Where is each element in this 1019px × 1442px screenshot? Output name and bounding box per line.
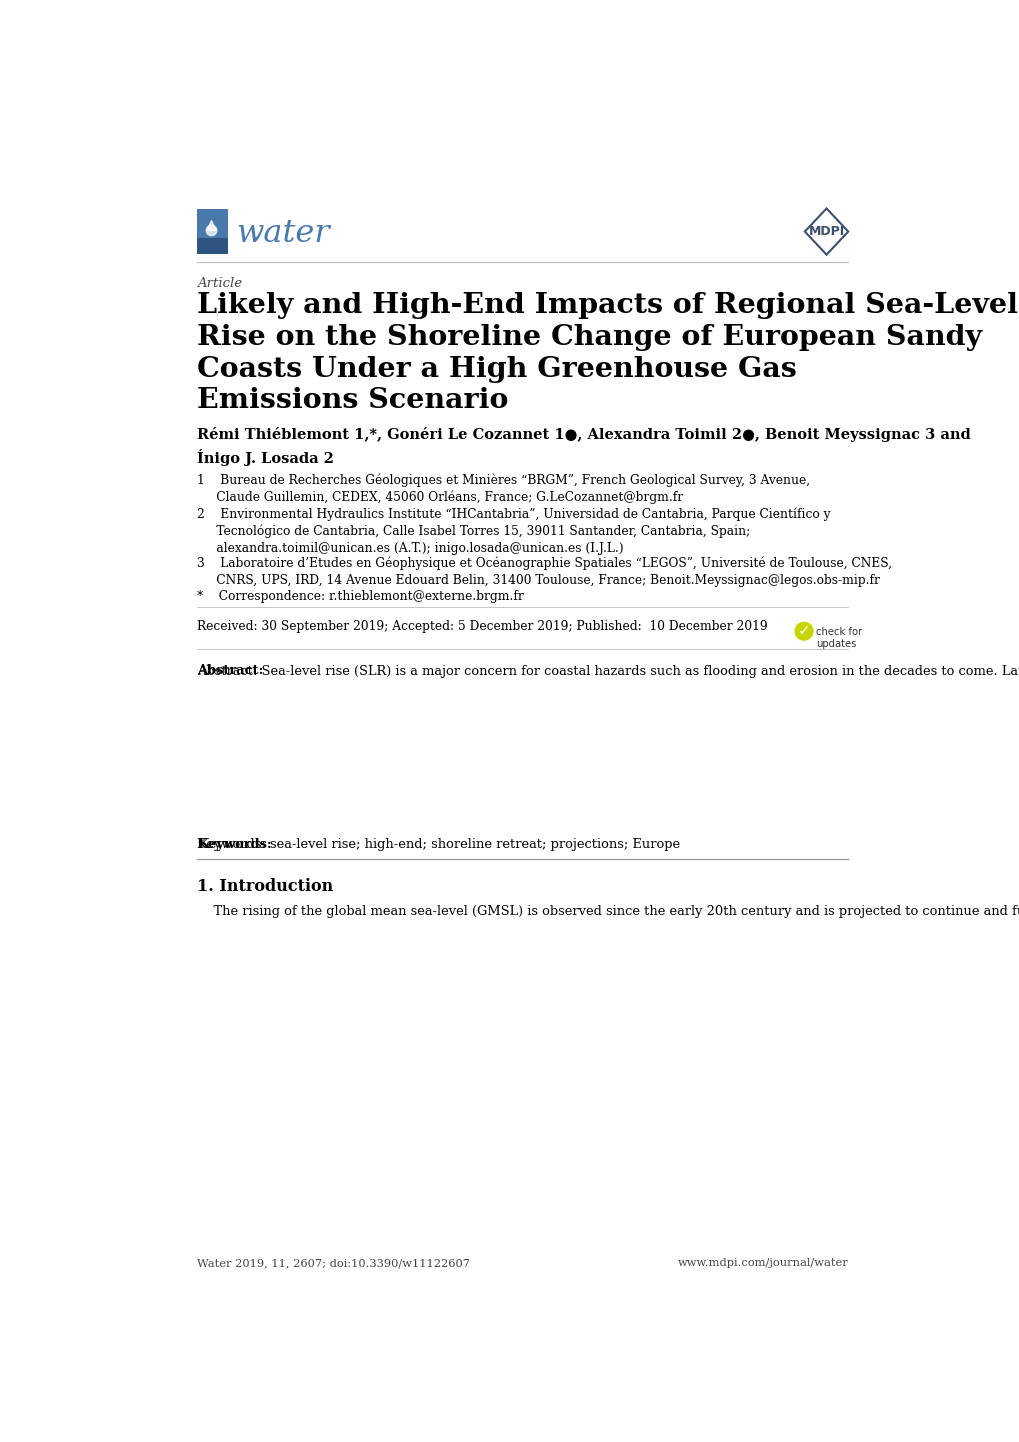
Text: www.mdpi.com/journal/water: www.mdpi.com/journal/water	[677, 1257, 848, 1268]
Text: Abstract:: Abstract:	[197, 665, 263, 678]
Text: ✓: ✓	[797, 623, 810, 639]
Text: 1. Introduction: 1. Introduction	[197, 878, 333, 895]
Text: Keywords: sea-level rise; high-end; shoreline retreat; projections; Europe: Keywords: sea-level rise; high-end; shor…	[197, 838, 680, 851]
Text: check for
updates: check for updates	[815, 627, 862, 649]
FancyBboxPatch shape	[197, 209, 228, 254]
Text: *    Correspondence: r.thieblemont@externe.brgm.fr: * Correspondence: r.thieblemont@externe.…	[197, 590, 524, 603]
Text: Article: Article	[197, 277, 243, 290]
Text: Water 2019, 11, 2607; doi:10.3390/w11122607: Water 2019, 11, 2607; doi:10.3390/w11122…	[197, 1257, 470, 1268]
Text: 1    Bureau de Recherches Géologiques et Minières “BRGM”, French Geological Surv: 1 Bureau de Recherches Géologiques et Mi…	[197, 473, 809, 505]
FancyBboxPatch shape	[197, 238, 228, 254]
Text: 3    Laboratoire d’Etudes en Géophysique et Océanographie Spatiales “LEGOS”, Uni: 3 Laboratoire d’Etudes en Géophysique et…	[197, 557, 892, 587]
Circle shape	[795, 623, 812, 640]
Text: The rising of the global mean sea-level (GMSL) is observed since the early 20th : The rising of the global mean sea-level …	[197, 906, 1019, 919]
Text: Keywords:: Keywords:	[197, 838, 272, 851]
Polygon shape	[207, 221, 216, 231]
Text: Received: 30 September 2019; Accepted: 5 December 2019; Published:  10 December : Received: 30 September 2019; Accepted: 5…	[197, 620, 767, 633]
Circle shape	[206, 225, 217, 235]
Text: Abstract: Sea-level rise (SLR) is a major concern for coastal hazards such as fl: Abstract: Sea-level rise (SLR) is a majo…	[197, 665, 1019, 678]
Text: water: water	[235, 218, 329, 249]
Text: Likely and High-End Impacts of Regional Sea-Level
Rise on the Shoreline Change o: Likely and High-End Impacts of Regional …	[197, 293, 1017, 414]
Text: 2    Environmental Hydraulics Institute “IHCantabria”, Universidad de Cantabria,: 2 Environmental Hydraulics Institute “IH…	[197, 508, 829, 555]
Text: MDPI: MDPI	[808, 225, 844, 238]
Text: Rémi Thiéblemont 1,*, Gonéri Le Cozannet 1●, Alexandra Toimil 2●, Benoit Meyssig: Rémi Thiéblemont 1,*, Gonéri Le Cozannet…	[197, 427, 970, 466]
